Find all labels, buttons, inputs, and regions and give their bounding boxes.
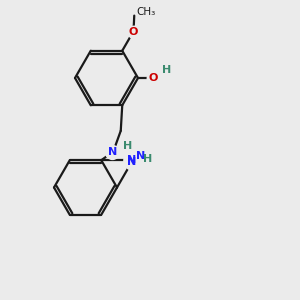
Text: N: N <box>127 157 136 166</box>
Text: O: O <box>129 27 138 37</box>
Text: H: H <box>123 141 132 151</box>
Text: O: O <box>148 73 158 83</box>
Text: N: N <box>136 151 145 161</box>
Text: N: N <box>108 147 117 158</box>
Text: H: H <box>162 64 171 75</box>
Text: N: N <box>127 155 136 165</box>
Text: H: H <box>143 154 152 164</box>
Text: CH₃: CH₃ <box>136 7 156 17</box>
